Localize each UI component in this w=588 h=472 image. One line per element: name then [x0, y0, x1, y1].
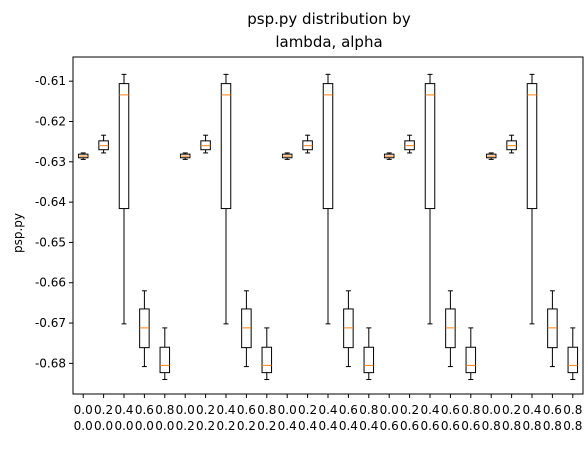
y-tick-label: -0.64	[35, 195, 66, 209]
x-tick-label-alpha: 0.6	[441, 419, 460, 433]
x-tick-label-alpha: 0.4	[359, 419, 378, 433]
x-tick-label-lambda: 0.0	[74, 403, 93, 417]
iqr-box	[363, 346, 375, 374]
x-tick-label-lambda: 0.0	[278, 403, 297, 417]
iqr-box	[424, 83, 436, 210]
x-tick-label-alpha: 0.8	[482, 419, 501, 433]
y-tick-label: -0.65	[35, 235, 66, 249]
box-group	[424, 73, 436, 325]
iqr-box	[159, 346, 171, 374]
y-tick-label: -0.62	[35, 114, 66, 128]
x-tick-label-lambda: 0.4	[420, 403, 439, 417]
x-tick-label-lambda: 0.2	[502, 403, 521, 417]
x-tick-label-alpha: 0.8	[522, 419, 541, 433]
y-tick-label: -0.68	[35, 356, 66, 370]
x-tick-label-lambda: 0.8	[155, 403, 174, 417]
box-group	[383, 152, 395, 160]
box-group	[241, 290, 252, 368]
x-tick-label-alpha: 0.4	[278, 419, 297, 433]
x-tick-label-lambda: 0.8	[461, 403, 480, 417]
box-group	[322, 73, 334, 325]
box-group	[98, 134, 109, 154]
iqr-box	[118, 83, 130, 210]
x-tick-label-lambda: 0.2	[94, 403, 113, 417]
box-group	[159, 327, 171, 380]
x-tick-label-alpha: 0.8	[543, 419, 562, 433]
x-tick-label-lambda: 0.0	[176, 403, 195, 417]
x-tick-label-alpha: 0.8	[563, 419, 582, 433]
x-tick-label-alpha: 0.4	[298, 419, 317, 433]
x-tick-label-alpha: 0.8	[502, 419, 521, 433]
x-tick-label-lambda: 0.4	[216, 403, 235, 417]
y-tick-label: -0.67	[35, 316, 66, 330]
x-tick-label-alpha: 0.2	[216, 419, 235, 433]
y-tick-label: -0.66	[35, 276, 66, 290]
x-tick-label-lambda: 0.6	[339, 403, 358, 417]
x-tick-label-alpha: 0.0	[155, 419, 174, 433]
x-tick-label-alpha: 0.2	[176, 419, 195, 433]
iqr-box	[322, 83, 334, 210]
box-group	[567, 327, 579, 380]
box-group	[220, 73, 232, 325]
x-tick-label-lambda: 0.4	[114, 403, 133, 417]
box-group	[77, 152, 89, 160]
x-tick-label-alpha: 0.6	[380, 419, 399, 433]
box-group	[445, 290, 456, 368]
box-group	[404, 134, 415, 154]
x-tick-label-alpha: 0.0	[74, 419, 93, 433]
box-group	[261, 327, 273, 380]
box-group	[485, 152, 497, 160]
box-group	[200, 134, 211, 154]
box-group	[281, 152, 293, 160]
x-tick-label-lambda: 0.2	[298, 403, 317, 417]
iqr-box	[261, 346, 273, 374]
box-group	[179, 152, 191, 160]
x-tick-label-alpha: 0.0	[94, 419, 113, 433]
x-tick-label-lambda: 0.0	[482, 403, 501, 417]
x-tick-label-alpha: 0.0	[114, 419, 133, 433]
x-tick-label-lambda: 0.2	[196, 403, 215, 417]
iqr-box	[465, 346, 477, 374]
chart-title-line-2: lambda, alpha	[275, 33, 382, 51]
x-tick-label-lambda: 0.2	[400, 403, 419, 417]
box-group	[526, 73, 538, 325]
x-tick-label-lambda: 0.8	[359, 403, 378, 417]
x-tick-label-lambda: 0.8	[563, 403, 582, 417]
box-group	[506, 134, 517, 154]
x-tick-label-alpha: 0.0	[135, 419, 154, 433]
y-tick-label: -0.63	[35, 155, 66, 169]
box-group	[139, 290, 150, 368]
y-axis-label: psp.py	[11, 213, 25, 253]
box-group	[118, 73, 130, 325]
x-tick-label-alpha: 0.2	[237, 419, 256, 433]
x-tick-label-lambda: 0.4	[522, 403, 541, 417]
x-tick-label-lambda: 0.6	[543, 403, 562, 417]
x-tick-label-alpha: 0.6	[461, 419, 480, 433]
x-tick-label-alpha: 0.6	[400, 419, 419, 433]
box-group	[547, 290, 558, 368]
box-group	[465, 327, 477, 380]
x-tick-label-alpha: 0.4	[339, 419, 358, 433]
plot-area	[77, 73, 579, 380]
box-group	[343, 290, 354, 368]
x-tick-label-lambda: 0.6	[135, 403, 154, 417]
iqr-box	[567, 346, 579, 374]
x-tick-label-alpha: 0.2	[196, 419, 215, 433]
x-tick-label-alpha: 0.4	[318, 419, 337, 433]
y-tick-label: -0.61	[35, 74, 66, 88]
x-tick-label-lambda: 0.6	[237, 403, 256, 417]
iqr-box	[220, 83, 232, 210]
x-tick-label-lambda: 0.6	[441, 403, 460, 417]
x-tick-label-alpha: 0.6	[420, 419, 439, 433]
iqr-box	[526, 83, 538, 210]
x-tick-label-lambda: 0.4	[318, 403, 337, 417]
box-group	[363, 327, 375, 380]
box-group	[302, 134, 313, 154]
chart-title-line-1: psp.py distribution by	[247, 10, 411, 28]
x-tick-label-lambda: 0.8	[257, 403, 276, 417]
x-tick-label-lambda: 0.0	[380, 403, 399, 417]
x-tick-label-alpha: 0.2	[257, 419, 276, 433]
